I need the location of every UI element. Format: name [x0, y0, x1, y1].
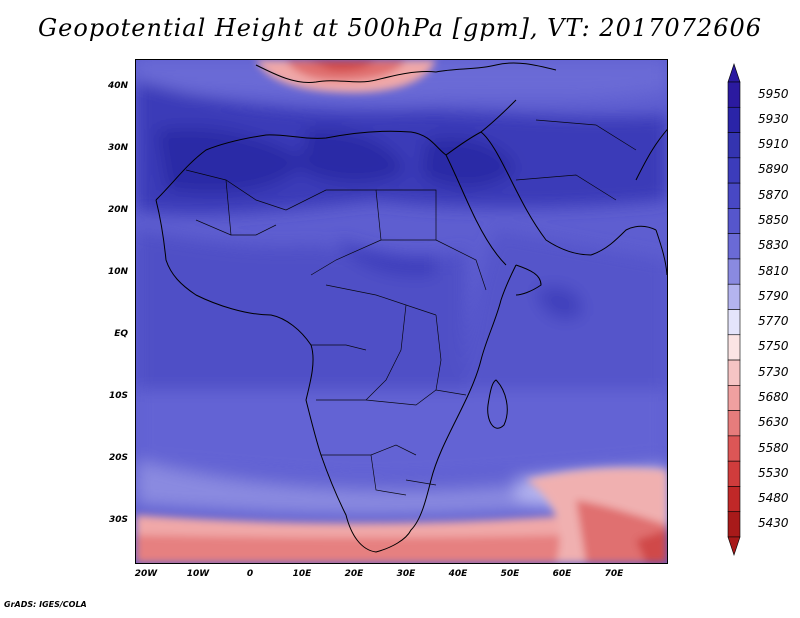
legend-swatch-5950 [727, 81, 741, 108]
coastlines [155, 62, 667, 553]
legend-swatch-5810 [727, 258, 741, 285]
legend-value-5730: 5730 [758, 364, 789, 379]
legend-swatch-5750 [727, 334, 741, 361]
legend-swatch-5770 [727, 309, 741, 336]
legend-value-5870: 5870 [758, 187, 789, 202]
legend-arrow-top [727, 63, 741, 83]
legend-value-5770: 5770 [758, 314, 789, 329]
legend-value-5430: 5430 [758, 516, 789, 531]
lat-label-30n: 30N [107, 143, 128, 153]
trough-shading [136, 60, 667, 563]
legend-value-5750: 5750 [758, 339, 789, 354]
legend-swatch-5680 [727, 385, 741, 411]
legend-value-5680: 5680 [758, 389, 789, 404]
plot-title: Geopotential Height at 500hPa [gpm], VT:… [38, 14, 762, 42]
height-field-map [136, 60, 667, 563]
map-panel [135, 59, 668, 564]
legend-value-5810: 5810 [758, 263, 789, 278]
lon-label-70e: 70E [604, 569, 624, 579]
legend-swatch-5730 [727, 359, 741, 386]
lat-label-40n: 40N [107, 81, 128, 91]
legend-value-5790: 5790 [758, 288, 789, 303]
country-borders [185, 119, 637, 496]
legend-value-5630: 5630 [758, 415, 789, 430]
legend-value-5830: 5830 [758, 238, 789, 253]
legend-value-5930: 5930 [758, 111, 789, 126]
lat-label-10n: 10N [107, 267, 128, 277]
legend-swatch-5870 [727, 182, 741, 209]
legend-swatch-5910 [727, 132, 741, 159]
lon-label-10e: 10E [292, 569, 312, 579]
lon-label-30e: 30E [396, 569, 416, 579]
lon-label-20e: 20E [344, 569, 364, 579]
lon-label-10w: 10W [186, 569, 210, 579]
lat-label-30s: 30S [108, 515, 128, 525]
legend-swatch-5530 [727, 460, 741, 487]
color-legend-bar [727, 63, 741, 556]
legend-swatch-5850 [727, 208, 741, 234]
legend-value-5910: 5910 [758, 137, 789, 152]
legend-value-5480: 5480 [758, 491, 789, 506]
legend-value-5530: 5530 [758, 465, 789, 480]
height-field-shading [136, 60, 667, 530]
lon-label-40e: 40E [448, 569, 468, 579]
legend-swatch-5890 [727, 157, 741, 184]
legend-swatch-5430 [727, 511, 741, 538]
legend-swatch-5830 [727, 233, 741, 260]
lon-label-0: 0 [246, 569, 254, 579]
legend-swatch-5930 [727, 106, 741, 133]
lat-label-20n: 20N [107, 205, 128, 215]
lat-label-10s: 10S [108, 391, 128, 401]
lat-label-eq: EQ [114, 329, 128, 339]
lon-label-50e: 50E [500, 569, 520, 579]
lat-label-20s: 20S [108, 453, 128, 463]
legend-boxes [727, 63, 741, 556]
legend-value-5890: 5890 [758, 162, 789, 177]
legend-swatch-5580 [727, 435, 741, 462]
footer-credit: GrADS: IGES/COLA [4, 600, 87, 609]
legend-value-5850: 5850 [758, 213, 789, 228]
lon-label-60e: 60E [552, 569, 572, 579]
legend-value-5580: 5580 [758, 440, 789, 455]
legend-value-5950: 5950 [758, 86, 789, 101]
legend-swatch-5480 [727, 486, 741, 513]
lon-label-20w: 20W [134, 569, 158, 579]
legend-arrow-bottom [727, 536, 741, 556]
legend-swatch-5630 [727, 410, 741, 437]
legend-swatch-5790 [727, 283, 741, 310]
